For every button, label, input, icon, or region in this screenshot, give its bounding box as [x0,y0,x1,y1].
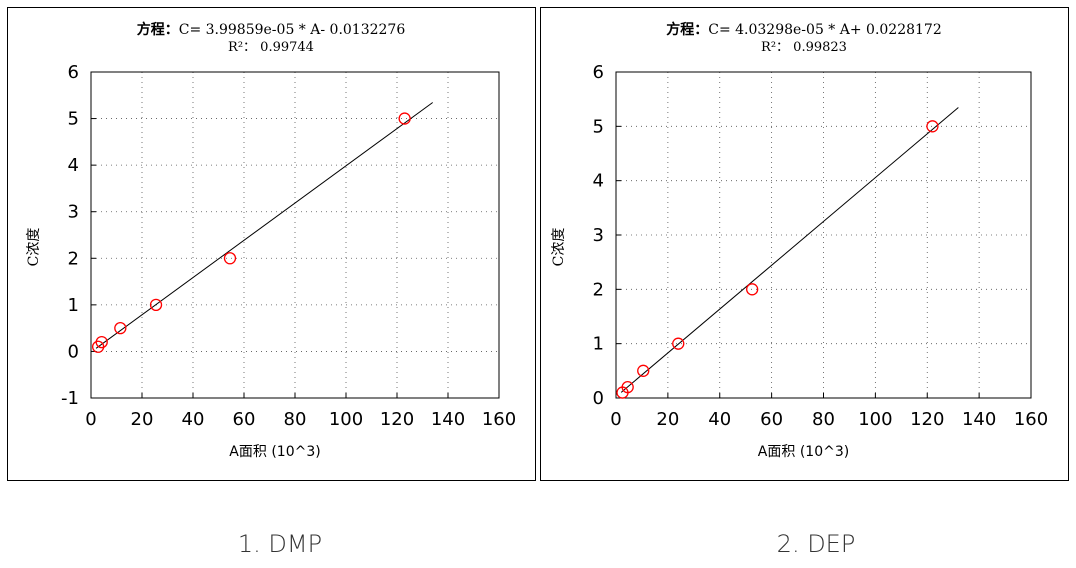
data-point-1 [621,380,634,394]
y-tick-label: 1 [68,295,79,316]
y-tick-label: 4 [593,171,604,192]
x-tick-label: 140 [431,409,465,430]
x-tick-label: 0 [610,409,621,430]
plot-frame [90,71,500,399]
x-tick-label: 160 [1014,409,1048,430]
data-point-4 [223,252,237,265]
chart-title-r2: R²： 0.99744 [228,40,314,55]
x-tick-label: 20 [656,409,679,430]
x-tick-label: 0 [85,409,96,430]
y-axis-label: C浓度 [551,228,567,267]
data-point-4 [746,283,759,296]
equation-text: C= 3.99859e-05 * A- 0.0132276 [179,22,406,38]
y-tick-label: 3 [68,202,79,223]
equation-label: 方程： [666,21,708,38]
x-axis-label: A面积 (10^3) [229,444,320,460]
r2-value: 0.99823 [789,40,847,55]
r2-label: R²： [761,40,789,55]
y-tick-label: 1 [593,334,604,355]
x-tick-label: 40 [708,409,731,430]
x-tick-label: 100 [858,409,892,430]
y-tick-label: -1 [61,388,79,409]
chart-panel-dmp: 方程：C= 3.99859e-05 * A- 0.0132276 R²： 0.99… [7,7,536,481]
x-tick-label: 40 [182,409,205,430]
equation-text: C= 4.03298e-05 * A+ 0.0228172 [708,22,942,38]
x-tick-label: 60 [760,409,783,430]
data-point-5 [926,120,939,133]
data-point-2 [637,364,650,377]
y-tick-label: 4 [68,155,79,176]
y-tick-label: 6 [593,62,604,83]
r2-value: 0.99744 [256,40,314,55]
data-point-5 [398,112,411,125]
data-point-2 [114,321,127,335]
chart-dep: 方程：C= 4.03298e-05 * A+ 0.0228172 R²： 0.99… [551,21,1048,460]
x-tick-label: 20 [131,409,154,430]
y-tick-label: 5 [593,116,604,137]
x-tick-label: 60 [233,409,256,430]
chart-dmp: 方程：C= 3.99859e-05 * A- 0.0132276 R²： 0.99… [26,21,516,460]
y-tick-label: 0 [68,341,79,362]
x-tick-label: 80 [284,409,307,430]
x-tick-label: 100 [329,409,363,430]
fit-line [620,107,959,393]
data-point-3 [149,298,163,312]
x-tick-label: 140 [962,409,996,430]
x-tick-label: 80 [812,409,835,430]
caption-dmp: 1. DMP [237,530,323,558]
x-axis-label: A面积 (10^3) [758,444,849,460]
x-tick-label: 120 [380,409,414,430]
y-axis-label: C浓度 [26,228,42,267]
y-tick-label: 2 [68,248,79,269]
caption-dep: 2. DEP [776,530,856,558]
data-point-3 [672,337,685,350]
data-point-1 [95,335,108,349]
chart-title-r2: R²： 0.99823 [761,40,847,55]
equation-label: 方程： [137,21,179,38]
y-tick-label: 0 [593,388,604,409]
y-tick-label: 3 [593,225,604,246]
y-tick-label: 5 [68,109,79,130]
chart-title-equation: 方程：C= 3.99859e-05 * A- 0.0132276 [137,21,406,38]
chart-title-equation: 方程：C= 4.03298e-05 * A+ 0.0228172 [666,21,942,38]
r2-label: R²： [228,40,256,55]
y-tick-label: 2 [593,279,604,300]
fit-line [95,102,433,349]
x-tick-label: 160 [482,409,516,430]
x-tick-label: 120 [910,409,944,430]
y-tick-label: 6 [68,62,79,83]
chart-panel-dep: 方程：C= 4.03298e-05 * A+ 0.0228172 R²： 0.99… [540,7,1069,481]
